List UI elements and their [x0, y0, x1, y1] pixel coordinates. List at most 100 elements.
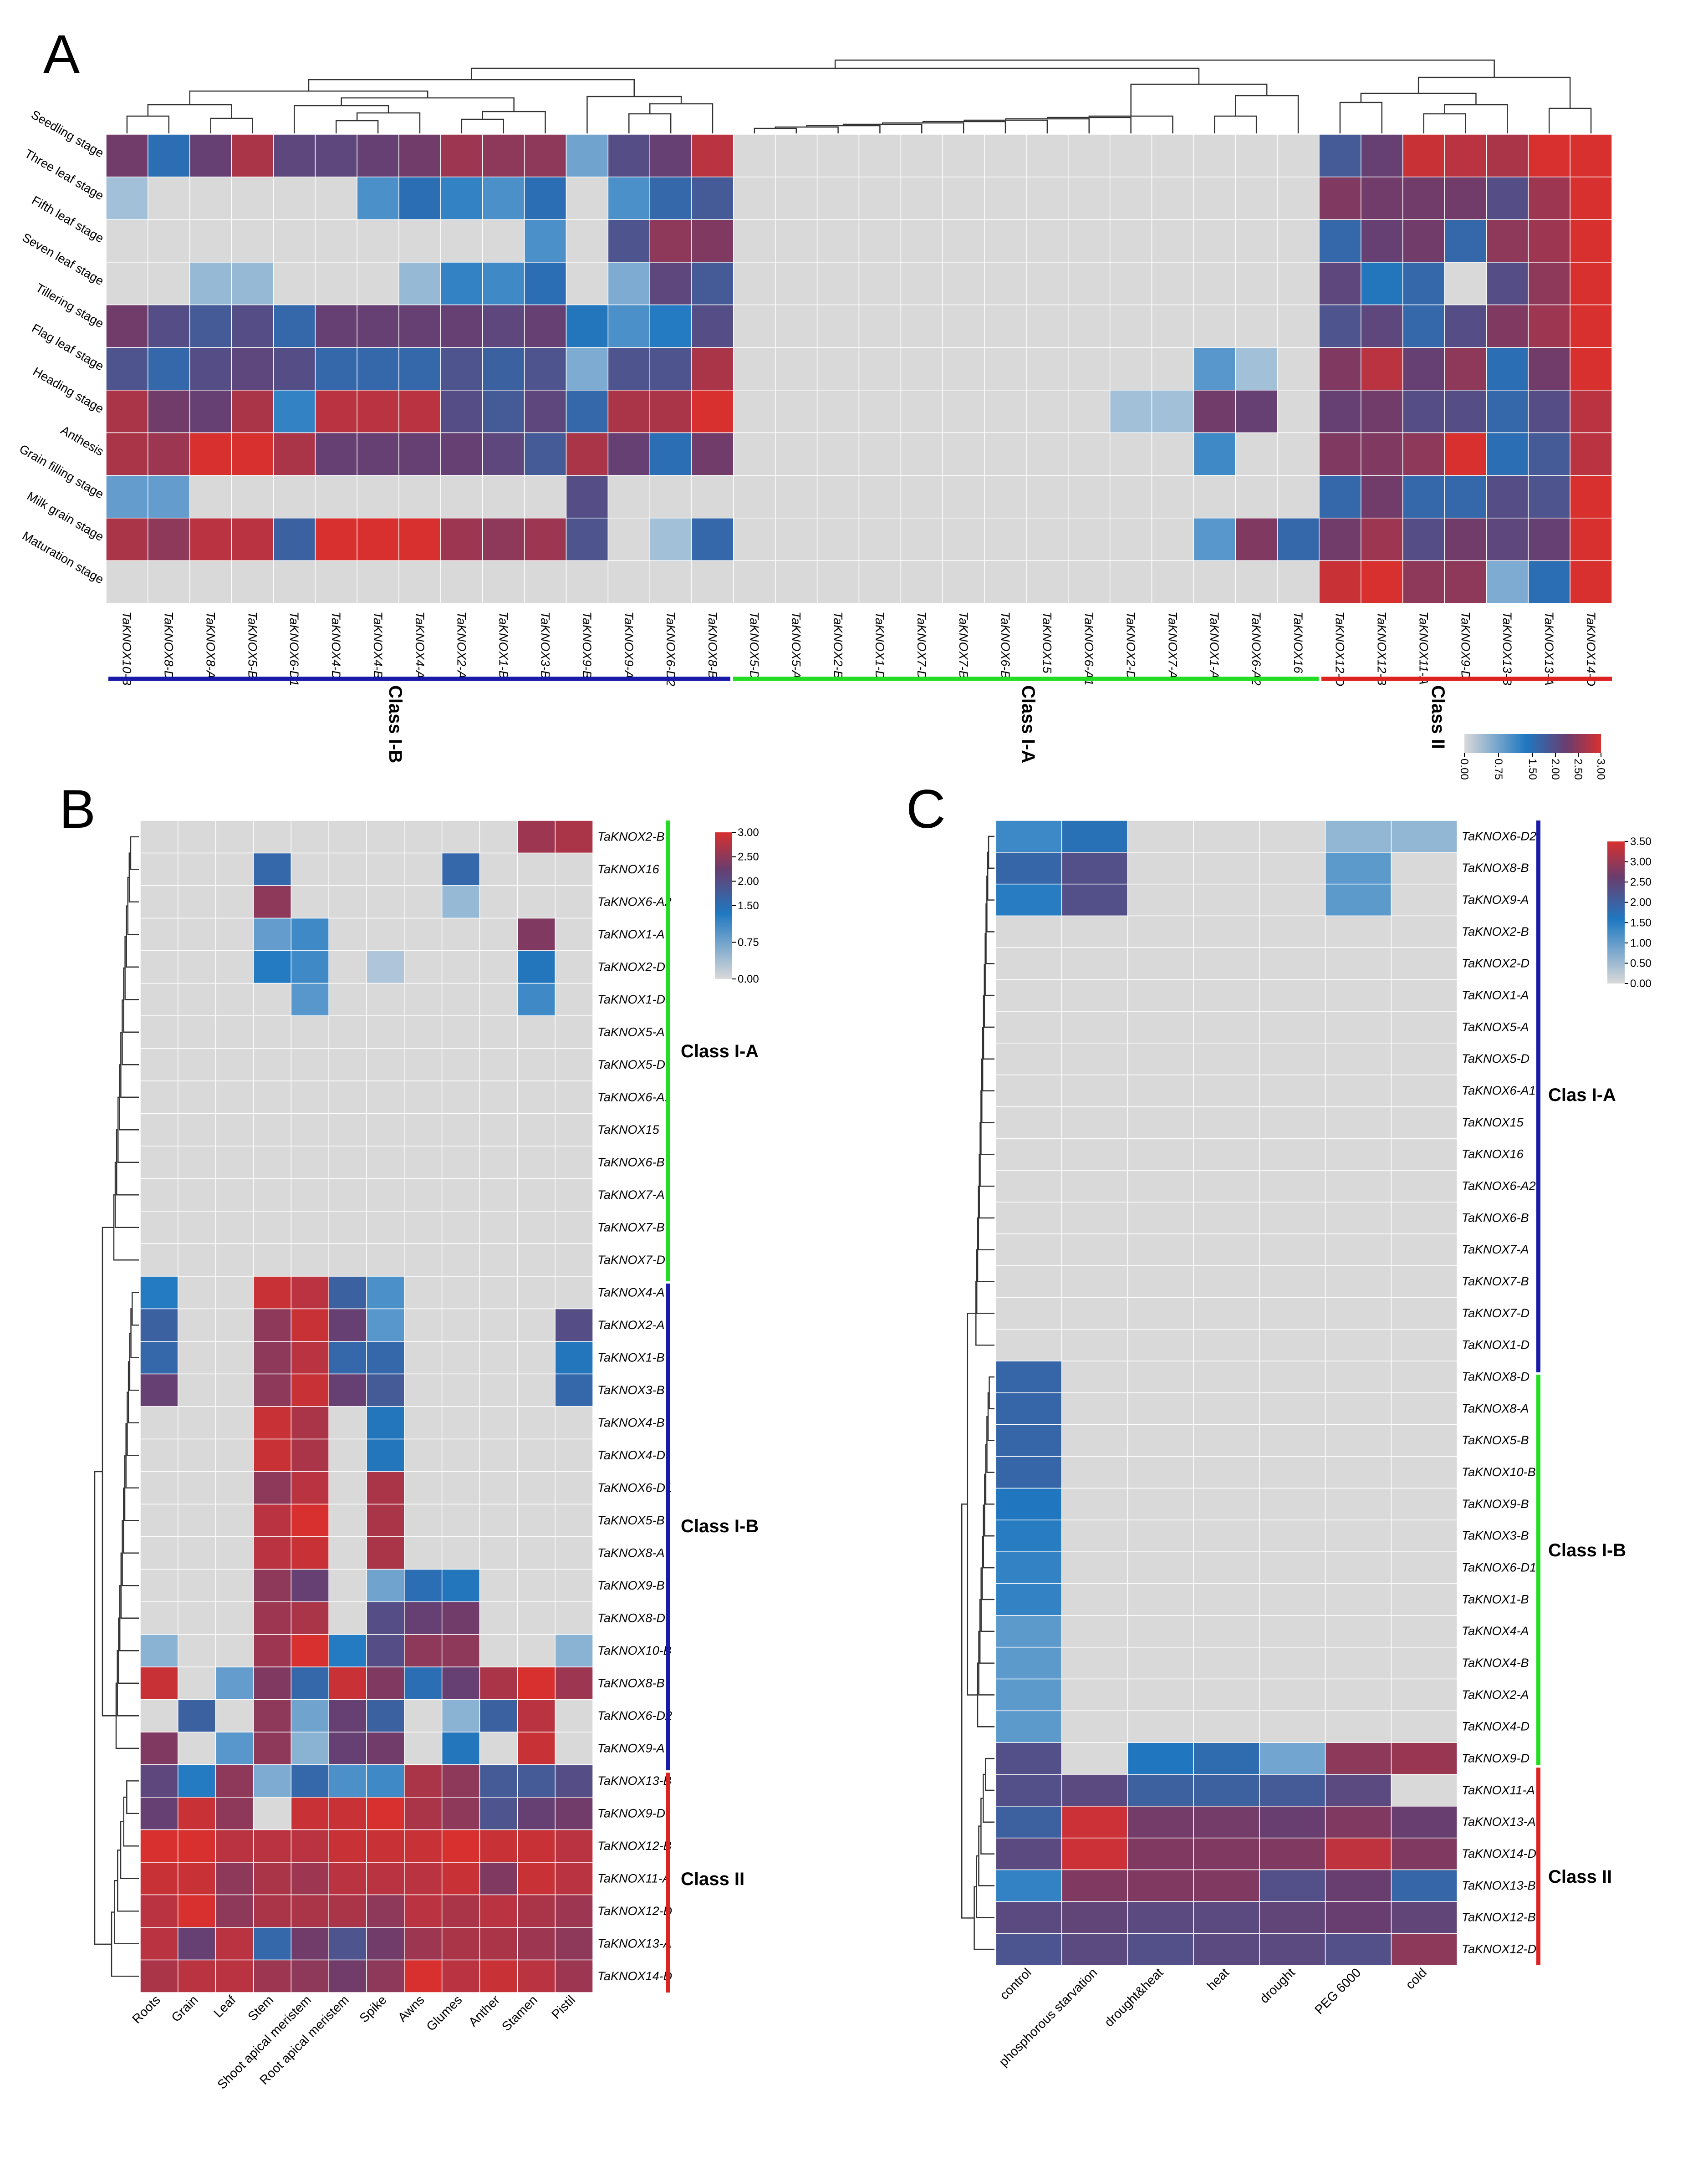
heatmap-cell: [291, 1699, 329, 1733]
heatmap-cell: [328, 1113, 367, 1147]
heatmap-cell: [215, 1471, 254, 1505]
heatmap-cell: [366, 1243, 405, 1277]
heatmap-cell: [404, 1341, 443, 1375]
heatmap-cell: [291, 1503, 329, 1537]
heatmap-cell: [231, 347, 274, 391]
heatmap-cell: [816, 134, 860, 178]
heatmap-cell: [291, 1373, 329, 1407]
heatmap-cell: [291, 1927, 329, 1961]
heatmap-cell: [440, 560, 483, 604]
heatmap-cell: [555, 1276, 593, 1310]
heatmap-cell: [1444, 304, 1487, 348]
heatmap-cell: [1026, 134, 1069, 178]
column-label: TaKNOX15: [1040, 612, 1054, 674]
heatmap-cell: [1193, 820, 1260, 853]
row-label: TaKNOX4-D: [597, 1448, 665, 1462]
heatmap-cell: [984, 134, 1027, 178]
heatmap-cell: [404, 1536, 443, 1570]
heatmap-cell: [140, 1341, 178, 1375]
heatmap-cell: [555, 1373, 593, 1407]
heatmap-cell: [995, 1233, 1062, 1266]
heatmap-cell: [1259, 820, 1326, 853]
heatmap-cell: [566, 304, 609, 348]
heatmap-cell: [607, 219, 650, 263]
heatmap-cell: [404, 1113, 443, 1147]
heatmap-cell: [106, 347, 148, 391]
heatmap-cell: [775, 560, 818, 604]
heatmap-cell: [1061, 1710, 1128, 1743]
heatmap-cell: [148, 176, 190, 220]
heatmap-cell: [1193, 1202, 1260, 1234]
heatmap-cell: [404, 1146, 443, 1179]
row-label: TaKNOX8-D: [1462, 1370, 1530, 1383]
heatmap-cell: [1528, 262, 1570, 306]
heatmap-cell: [253, 1113, 292, 1147]
heatmap-cell: [366, 1666, 405, 1700]
dendrogram-branch: [123, 1796, 139, 1847]
heatmap-cell: [524, 219, 567, 263]
heatmap-cell: [607, 176, 650, 220]
heatmap-cell: [1486, 390, 1529, 433]
heatmap-cell: [1325, 1583, 1392, 1616]
heatmap-cell: [366, 1536, 405, 1570]
heatmap-cell: [1259, 1519, 1326, 1552]
legend-tick-label: 1.00: [1630, 937, 1652, 949]
heatmap-cell: [178, 1178, 216, 1212]
heatmap-cell: [440, 390, 483, 433]
heatmap-cell: [1402, 390, 1445, 433]
heatmap-cell: [1528, 475, 1570, 519]
heatmap-cell: [1528, 219, 1570, 263]
heatmap-cell: [1444, 262, 1487, 306]
heatmap-cell: [441, 917, 480, 951]
heatmap-cell: [253, 1829, 292, 1863]
heatmap-cell: [984, 262, 1027, 306]
heatmap-cell: [366, 1959, 405, 1993]
heatmap-cell: [555, 1015, 593, 1049]
heatmap-cell: [775, 134, 818, 178]
heatmap-cell: [517, 1113, 556, 1147]
heatmap-cell: [178, 950, 216, 984]
heatmap-cell: [1127, 1456, 1194, 1489]
heatmap-cell: [140, 950, 178, 984]
heatmap-cell: [1325, 1043, 1392, 1075]
heatmap-cell: [517, 1732, 556, 1765]
heatmap-cell: [1361, 262, 1403, 306]
heatmap-cell: [140, 1829, 178, 1863]
heatmap-cell: [189, 347, 232, 391]
heatmap-cell: [900, 262, 943, 306]
heatmap-cell: [441, 820, 480, 854]
heatmap-cell: [479, 1927, 518, 1961]
heatmap-cell: [1193, 1678, 1260, 1712]
legend-tick-label: 0.75: [738, 937, 759, 949]
panel-c-letter: C: [906, 779, 946, 840]
heatmap-cell: [253, 1959, 292, 1993]
row-label: TaKNOX1-A: [1462, 988, 1529, 1002]
heatmap-cell: [1193, 262, 1236, 306]
heatmap-cell: [291, 1048, 329, 1081]
heatmap-cell: [1061, 1361, 1128, 1393]
heatmap-cell: [555, 1862, 593, 1896]
heatmap-cell: [733, 304, 776, 348]
heatmap-cell: [517, 950, 556, 984]
heatmap-cell: [984, 390, 1027, 433]
heatmap-cell: [524, 262, 567, 306]
legend-tick-label: 0.75: [1492, 759, 1504, 780]
heatmap-cell: [995, 1265, 1062, 1298]
heatmap-cell: [253, 1764, 292, 1798]
heatmap-cell: [140, 1959, 178, 1993]
heatmap-cell: [775, 517, 818, 561]
heatmap-cell: [555, 885, 593, 919]
heatmap-cell: [440, 176, 483, 220]
column-label: TaKNOX3-B: [538, 612, 552, 679]
heatmap-cell: [1325, 1837, 1392, 1870]
heatmap-cell: [291, 1341, 329, 1375]
heatmap-cell: [816, 176, 860, 220]
heatmap-cell: [253, 820, 292, 854]
heatmap-cell: [1193, 1901, 1260, 1934]
heatmap-cell: [995, 1488, 1062, 1521]
heatmap-cell: [479, 1471, 518, 1505]
heatmap-cell: [1061, 1233, 1128, 1266]
heatmap-cell: [1325, 1329, 1392, 1361]
heatmap-cell: [398, 304, 441, 348]
heatmap-cell: [1061, 1678, 1128, 1712]
